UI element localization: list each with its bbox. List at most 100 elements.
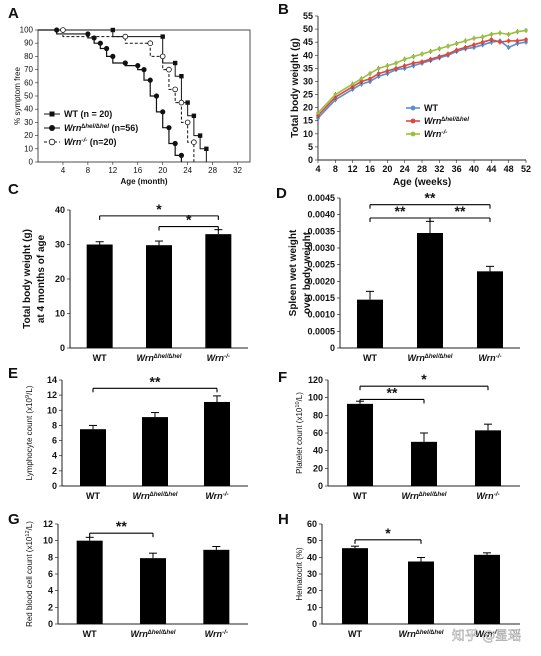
- series-marker: [160, 34, 165, 39]
- series-marker: [147, 77, 153, 83]
- panel-f: F 0 20 40 60 80 100 120 Platelet count (x1010/L)…: [278, 369, 520, 501]
- series-marker: [437, 46, 442, 51]
- y-tick-label: 0.0010: [307, 310, 335, 320]
- y-tick-label: 40: [313, 446, 323, 456]
- y-tick-label: 4: [48, 586, 53, 596]
- y-tick-label: 12: [43, 519, 53, 529]
- y-tick-label: 90: [24, 39, 33, 48]
- x-category-label: WT: [353, 491, 367, 501]
- series-marker: [368, 71, 372, 76]
- y-tick-label: 12: [47, 390, 57, 400]
- series-marker: [506, 32, 511, 37]
- bar: [411, 441, 437, 486]
- series-marker: [446, 44, 450, 48]
- significance-label: **: [425, 190, 436, 206]
- x-tick-label: 16: [133, 166, 142, 175]
- series-marker: [498, 31, 502, 35]
- y-axis-title: Hematocrit (%): [295, 547, 304, 601]
- series-marker: [376, 71, 381, 76]
- bar: [76, 540, 103, 624]
- y-tick-label: 80: [313, 410, 323, 420]
- series-marker: [359, 79, 364, 84]
- x-category-label: Wrn∆hel/∆hel: [133, 491, 178, 502]
- y-tick-label: 30: [55, 240, 65, 250]
- y-tick-label: 0.0030: [307, 243, 335, 253]
- panel-label-b: B: [278, 1, 289, 18]
- x-tick-label: 8: [86, 166, 91, 175]
- y-tick-label: 6: [48, 569, 53, 579]
- series-marker: [185, 100, 190, 105]
- x-category-label: Wrn∆hel/∆hel: [408, 353, 453, 364]
- y-tick-label: 60: [307, 519, 317, 529]
- series-marker: [480, 40, 485, 44]
- significance-label: **: [387, 384, 398, 400]
- y-tick-label: 15: [303, 116, 313, 126]
- series-marker: [172, 140, 178, 147]
- series-marker: [179, 74, 184, 79]
- y-tick-label: 2: [48, 602, 53, 612]
- x-category-label: Wrn∆hel/∆hel: [137, 353, 182, 364]
- panel-c: C 0 10 20 30 40 Total body weight (g) at 4 mont…: [8, 181, 248, 363]
- x-category-label: Wrn∆hel/∆hel: [399, 629, 444, 640]
- series-marker: [428, 57, 433, 61]
- x-axis-title: Age (weeks): [393, 177, 451, 188]
- series-marker: [60, 27, 66, 33]
- series-marker: [350, 87, 355, 92]
- series-marker: [97, 40, 103, 46]
- y-tick-label: 10: [43, 536, 53, 546]
- panel-label-f: F: [278, 369, 287, 386]
- panel-e: E 0 2 4 6 8 10 12 14 Lymphocyte count (x109/L) WT W…: [8, 365, 248, 501]
- y-tick-label: 0: [318, 481, 323, 491]
- series-marker: [472, 43, 476, 47]
- series-marker: [411, 61, 416, 65]
- series-marker: [135, 63, 141, 69]
- y-tick-label: 100: [308, 393, 323, 403]
- legend-label: Wrn∆hel/∆hel: [424, 116, 469, 127]
- significance-label: **: [455, 203, 466, 219]
- x-category-label: Wrn-/-: [478, 353, 501, 364]
- legend-marker: [49, 111, 55, 117]
- x-category-label: Wrn∆hel/∆hel: [402, 491, 447, 502]
- y-tick-label: 30: [303, 76, 313, 86]
- legend-marker: [410, 131, 416, 137]
- series-marker: [394, 66, 398, 71]
- y-tick-label: 45: [303, 37, 313, 47]
- series-marker: [147, 40, 154, 46]
- y-tick-label: 0.0015: [307, 293, 335, 303]
- series-marker: [472, 36, 476, 41]
- y-tick-label: 0: [308, 155, 313, 165]
- y-tick-label: 20: [313, 463, 323, 473]
- series-marker: [166, 125, 172, 131]
- significance-label: **: [395, 203, 406, 219]
- series-marker: [446, 52, 450, 56]
- x-tick-label: 4: [61, 166, 66, 175]
- series-marker: [122, 33, 129, 40]
- legend-label: Wrn-/- (n=20): [64, 137, 117, 148]
- series-marker: [454, 41, 459, 46]
- bar: [347, 403, 373, 486]
- y-axis-title: Platelet count (x1010/L): [295, 392, 304, 474]
- y-tick-label: 35: [303, 63, 313, 73]
- series-marker: [437, 54, 442, 59]
- series-marker: [402, 66, 407, 71]
- series-marker: [472, 45, 476, 50]
- series-marker: [159, 53, 166, 60]
- y-tick-label: 120: [308, 375, 323, 385]
- series-marker: [376, 66, 381, 71]
- legend-marker: [410, 105, 416, 111]
- series-marker: [385, 63, 390, 68]
- y-axis-title: Red blood cell count (x1012/L): [25, 521, 34, 627]
- series-marker: [191, 139, 197, 146]
- y-tick-label: 20: [307, 586, 317, 596]
- series-line: [317, 38, 527, 117]
- legend-label: WT (n = 20): [64, 109, 112, 119]
- series-marker: [359, 77, 364, 81]
- series-marker: [54, 27, 60, 33]
- y-tick-label: 20: [24, 131, 33, 140]
- x-tick-label: 12: [108, 166, 117, 175]
- x-tick-label: 12: [348, 164, 358, 174]
- series-marker: [197, 133, 203, 138]
- y-tick-label: 50: [303, 24, 313, 34]
- y-tick-label: 4: [52, 451, 57, 461]
